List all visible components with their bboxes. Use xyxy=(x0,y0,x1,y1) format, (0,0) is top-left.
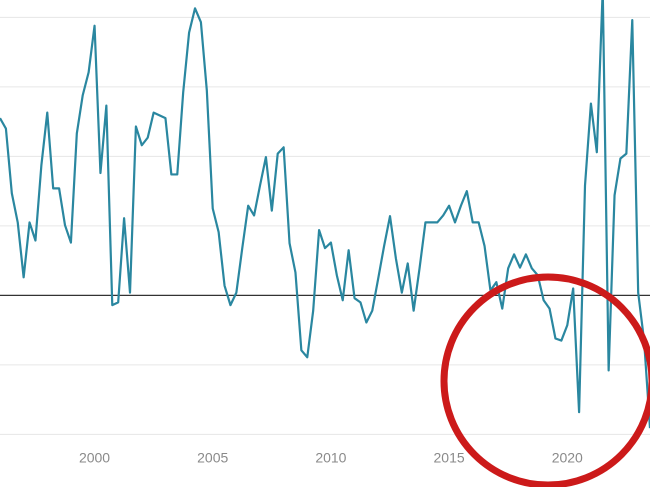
highlight-circle xyxy=(440,273,650,487)
x-tick-label: 2005 xyxy=(197,450,228,466)
x-tick-label: 2020 xyxy=(552,450,583,466)
grid: 2000 2005 2010 2015 2020 xyxy=(0,16,650,466)
x-tick-label: 2015 xyxy=(434,450,465,466)
x-tick-label: 2010 xyxy=(315,450,346,466)
data-line xyxy=(0,0,650,429)
x-tick-label: 2000 xyxy=(79,450,110,466)
plot xyxy=(0,0,650,429)
